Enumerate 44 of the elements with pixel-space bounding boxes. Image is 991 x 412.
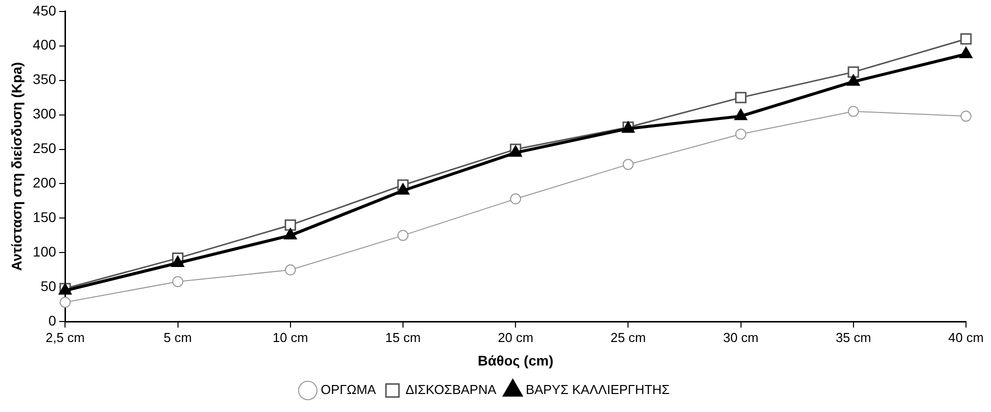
point: [397, 230, 408, 241]
y-tick-label: 400: [32, 36, 56, 53]
point: [172, 256, 184, 268]
x-axis-title: Βάθος (cm): [478, 352, 554, 368]
point: [397, 184, 409, 195]
legend-label: ΟΡΓΩΜΑ: [320, 382, 376, 398]
x-tick-label: 10 cm: [272, 330, 308, 345]
point: [960, 110, 972, 122]
point: [960, 33, 972, 45]
x-tick-label: 25 cm: [610, 330, 646, 345]
y-tick-label: 50: [40, 278, 56, 294]
point: [960, 48, 972, 58]
y-tick-label: 100: [32, 244, 56, 260]
point: [622, 158, 634, 170]
point: [510, 146, 522, 157]
y-axis-title: Αντίσταση στη διείσδυση (Kpa): [8, 62, 24, 271]
x-tick-label: 15 cm: [385, 330, 421, 345]
y-tick-label: 450: [32, 2, 56, 18]
x-tick-label: 2,5 cm: [46, 330, 85, 345]
point: [848, 75, 860, 86]
point: [60, 296, 71, 308]
x-tick-label: 35 cm: [836, 330, 872, 345]
point: [284, 264, 296, 276]
legend-label: ΔΙΣΚΟΣΒΑΡΝΑ: [405, 382, 497, 398]
legend-label: ΒΑΡΥΣ ΚΑΛΛΙΕΡΓΗΤΗΣ: [526, 382, 670, 398]
point: [734, 110, 747, 120]
x-tick-label: 40 cm: [948, 330, 984, 345]
y-tick-label: 0: [48, 312, 56, 328]
y-tick-label: 300: [32, 106, 56, 122]
y-tick-label: 150: [32, 209, 56, 226]
x-tick-label: 30 cm: [723, 330, 758, 345]
x-tick-label: 20 cm: [498, 330, 534, 345]
x-tick-label: 5 cm: [164, 330, 192, 345]
point: [172, 276, 184, 288]
point: [284, 219, 296, 231]
y-tick-label: 200: [32, 174, 56, 191]
point: [735, 128, 746, 140]
y-tick-label: 350: [32, 71, 56, 88]
point: [284, 228, 296, 240]
point: [735, 92, 746, 104]
y-tick-label: 250: [32, 140, 56, 156]
point: [848, 66, 860, 78]
point: [510, 193, 522, 204]
point: [848, 106, 859, 117]
